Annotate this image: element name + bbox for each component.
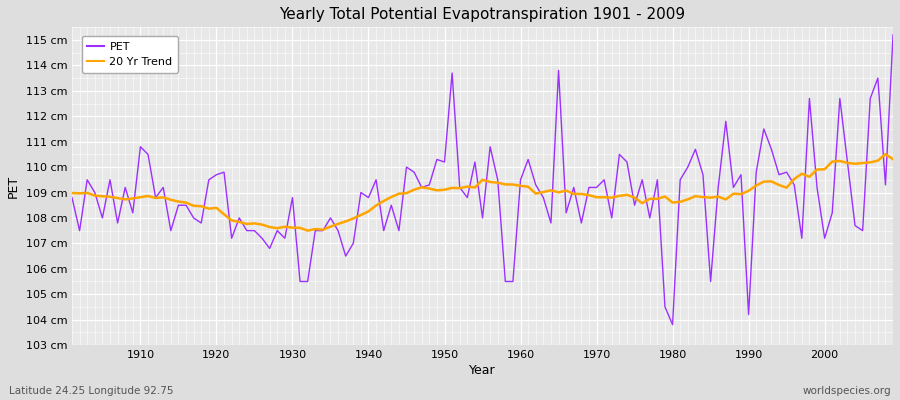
X-axis label: Year: Year — [469, 364, 496, 377]
Text: worldspecies.org: worldspecies.org — [803, 386, 891, 396]
Title: Yearly Total Potential Evapotranspiration 1901 - 2009: Yearly Total Potential Evapotranspiratio… — [280, 7, 686, 22]
Y-axis label: PET: PET — [7, 174, 20, 198]
Text: Latitude 24.25 Longitude 92.75: Latitude 24.25 Longitude 92.75 — [9, 386, 174, 396]
Legend: PET, 20 Yr Trend: PET, 20 Yr Trend — [82, 36, 178, 73]
